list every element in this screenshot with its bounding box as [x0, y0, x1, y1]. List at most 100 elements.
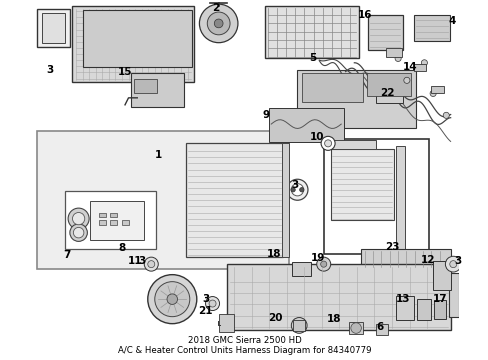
Circle shape	[291, 184, 303, 196]
Circle shape	[449, 261, 456, 267]
Bar	[413, 64, 425, 71]
Circle shape	[321, 136, 334, 150]
Bar	[332, 140, 375, 149]
Circle shape	[421, 60, 427, 66]
Bar	[83, 10, 192, 67]
Text: 6: 6	[375, 322, 383, 332]
Circle shape	[286, 179, 307, 200]
Circle shape	[205, 297, 219, 311]
Circle shape	[147, 261, 155, 267]
Bar	[131, 73, 183, 107]
Text: 3: 3	[453, 256, 461, 266]
Bar	[110, 213, 117, 217]
Bar	[448, 273, 458, 317]
Bar	[417, 299, 430, 320]
Bar	[99, 213, 105, 217]
Circle shape	[214, 19, 223, 28]
Text: 11: 11	[128, 256, 142, 266]
Text: 12: 12	[420, 255, 434, 265]
Bar	[268, 108, 343, 141]
Circle shape	[394, 55, 400, 62]
Text: 3: 3	[139, 256, 146, 266]
Bar	[42, 13, 65, 43]
Bar	[218, 314, 233, 332]
Circle shape	[320, 261, 326, 267]
Text: 3: 3	[202, 294, 209, 304]
Circle shape	[299, 188, 304, 192]
Bar	[134, 78, 157, 94]
Circle shape	[72, 212, 84, 225]
Bar	[367, 15, 402, 50]
Circle shape	[316, 257, 330, 271]
Bar	[264, 6, 358, 58]
Text: 15: 15	[117, 67, 132, 77]
Text: 4: 4	[447, 16, 454, 26]
Bar	[186, 143, 282, 257]
Text: 2018 GMC Sierra 2500 HD
A/C & Heater Control Units Harness Diagram for 84340779: 2018 GMC Sierra 2500 HD A/C & Heater Con…	[118, 336, 370, 355]
Bar	[292, 261, 311, 275]
Bar	[297, 70, 415, 129]
Circle shape	[324, 140, 331, 147]
Circle shape	[144, 257, 158, 271]
Circle shape	[199, 4, 238, 43]
Circle shape	[290, 188, 295, 192]
Circle shape	[350, 323, 361, 333]
Bar	[430, 86, 443, 93]
Text: 8: 8	[118, 243, 125, 253]
Bar	[72, 6, 194, 82]
Bar	[396, 146, 404, 254]
Text: 22: 22	[379, 89, 394, 98]
Text: 13: 13	[395, 294, 410, 304]
Circle shape	[291, 318, 306, 333]
Bar	[413, 15, 449, 41]
Text: 3: 3	[291, 180, 298, 190]
Bar	[396, 296, 413, 320]
Text: 21: 21	[198, 306, 212, 316]
Bar	[292, 320, 305, 331]
Circle shape	[429, 90, 435, 96]
Bar	[281, 143, 288, 257]
Bar	[330, 149, 393, 220]
Bar	[361, 249, 450, 269]
Bar	[38, 131, 288, 269]
Text: 7: 7	[63, 251, 71, 260]
Bar	[323, 139, 428, 254]
Bar	[385, 48, 401, 57]
Bar	[367, 73, 410, 96]
Text: 19: 19	[310, 253, 325, 263]
Circle shape	[445, 256, 460, 272]
Text: 10: 10	[309, 132, 324, 142]
Bar	[375, 324, 387, 336]
Bar	[433, 300, 446, 319]
Circle shape	[73, 228, 84, 238]
Circle shape	[442, 112, 448, 118]
Circle shape	[70, 224, 87, 242]
Bar	[432, 261, 450, 291]
Text: 9: 9	[262, 110, 269, 120]
Bar	[38, 9, 70, 47]
Text: 16: 16	[357, 10, 371, 20]
Text: 5: 5	[308, 53, 315, 63]
Circle shape	[167, 294, 177, 305]
Bar	[348, 322, 363, 334]
Bar	[110, 220, 117, 225]
Text: 3: 3	[46, 65, 53, 75]
Bar	[99, 220, 105, 225]
Bar	[65, 192, 155, 249]
Bar	[227, 264, 450, 330]
Circle shape	[207, 12, 229, 35]
Bar	[121, 220, 128, 225]
Text: 1: 1	[154, 150, 162, 160]
Text: 14: 14	[402, 62, 417, 72]
Circle shape	[209, 300, 216, 307]
Text: 18: 18	[326, 314, 341, 324]
Text: 20: 20	[267, 314, 282, 323]
Circle shape	[403, 77, 409, 84]
Circle shape	[147, 275, 196, 324]
Bar	[375, 93, 402, 103]
Circle shape	[155, 282, 189, 317]
Bar	[90, 201, 144, 240]
Text: 17: 17	[432, 294, 447, 304]
Bar	[301, 73, 363, 102]
Text: 2: 2	[212, 3, 219, 13]
